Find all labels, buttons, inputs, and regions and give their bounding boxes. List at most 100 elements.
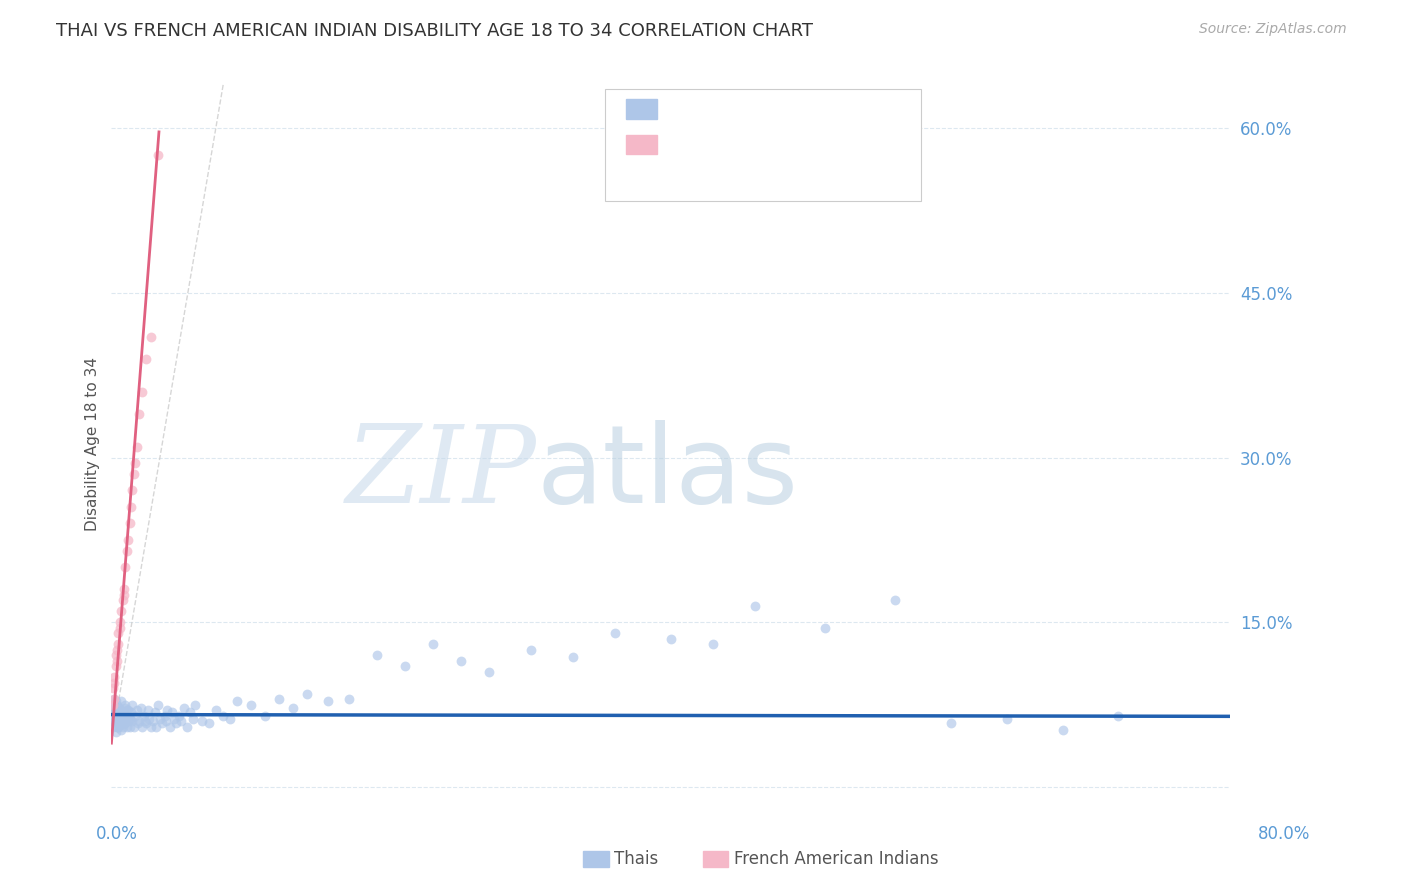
Point [108,621,131,635]
Point [115,703,138,717]
Point [226,694,249,708]
Point [118,720,141,734]
Point [155,714,177,728]
Y-axis label: Disability Age 18 to 34: Disability Age 18 to 34 [86,357,100,531]
Text: THAI VS FRENCH AMERICAN INDIAN DISABILITY AGE 18 TO 34 CORRELATION CHART: THAI VS FRENCH AMERICAN INDIAN DISABILIT… [56,22,813,40]
Text: French American Indians: French American Indians [734,850,939,868]
Point [156,703,179,717]
Point [112,706,135,720]
Point [297,687,319,701]
Point [115,544,138,558]
Point [101,720,124,734]
Point [110,694,132,708]
Point [128,714,150,728]
Point [125,703,148,717]
Point [142,714,165,728]
Point [114,716,136,731]
Point [883,593,905,607]
Point [115,720,138,734]
Point [219,712,242,726]
Point [659,632,682,646]
Text: 31: 31 [831,136,853,153]
Point [184,698,207,712]
Point [212,708,235,723]
Point [150,716,173,731]
Text: 0.0%: 0.0% [96,825,138,843]
Point [135,351,157,366]
Point [939,716,962,731]
Point [104,725,127,739]
Point [153,708,176,723]
Point [114,698,136,712]
Text: Thais: Thais [614,850,658,868]
Point [108,701,131,715]
Point [132,708,155,723]
Point [104,648,127,663]
Point [198,716,221,731]
Point [603,626,626,640]
Point [122,467,145,481]
Point [101,698,124,712]
Point [110,723,132,737]
Point [744,599,766,613]
Point [117,703,139,717]
Point [139,720,162,734]
Point [111,714,134,728]
Point [129,701,152,715]
Point [105,703,128,717]
Point [478,665,501,679]
Point [179,706,201,720]
Point [105,698,128,712]
Point [118,516,141,531]
Point [124,708,146,723]
Point [108,712,131,726]
Point [316,694,339,708]
Point [108,615,131,630]
Point [125,440,148,454]
Text: R =: R = [665,136,706,153]
Point [104,659,127,673]
Point [104,716,127,731]
Point [110,703,132,717]
Point [562,650,585,665]
Point [176,720,198,734]
Text: Source: ZipAtlas.com: Source: ZipAtlas.com [1199,22,1347,37]
Point [107,720,129,734]
Text: 0.754: 0.754 [721,136,773,153]
Point [110,604,132,618]
Point [112,716,135,731]
Point [134,714,156,728]
Point [118,712,141,726]
Point [105,708,128,723]
Point [104,694,127,708]
Point [104,712,127,726]
Point [103,675,125,690]
Point [101,681,124,696]
Text: -0.052: -0.052 [713,100,772,118]
Point [121,483,143,498]
Point [995,712,1018,726]
Point [1107,708,1129,723]
Point [112,588,135,602]
Point [422,637,444,651]
Point [131,384,153,399]
Point [254,708,277,723]
Point [103,670,125,684]
Point [107,706,129,720]
Point [131,720,153,734]
Point [112,712,135,726]
Point [108,716,131,731]
Text: 110: 110 [831,100,866,118]
Text: 80.0%: 80.0% [1258,825,1310,843]
Point [101,698,124,712]
Point [366,648,388,663]
Point [127,716,149,731]
Point [103,692,125,706]
Point [269,692,291,706]
Point [121,714,143,728]
Text: N =: N = [783,100,820,118]
Point [120,706,142,720]
Point [143,706,166,720]
Point [181,712,204,726]
Point [105,654,128,668]
